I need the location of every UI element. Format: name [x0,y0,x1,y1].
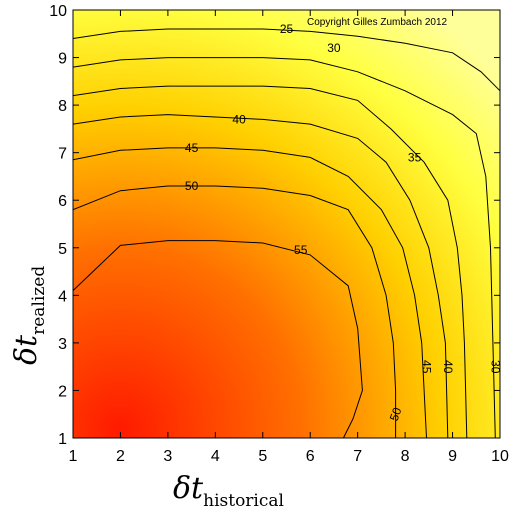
x-axis-title: δthistorical [173,471,284,511]
contour-label-text: 55 [294,243,308,257]
contour-label-30: 30 [327,41,341,55]
contour-label-35: 35 [408,150,422,164]
x-tick-label: 5 [258,448,267,465]
y-tick-label: 7 [58,146,67,163]
x-axis-subscript: historical [203,491,284,511]
contour-40 [73,114,449,438]
contour-label-40: 40 [441,360,455,374]
contour-label-text: 45 [420,360,434,374]
contour-label-45: 45 [185,141,199,155]
y-axis-label: δt [9,334,44,365]
x-tick-label: 4 [211,448,220,465]
contour-30 [73,57,496,438]
heatmap-surface [73,10,500,438]
x-tick-label: 2 [116,448,125,465]
y-tick-label: 1 [58,431,67,448]
contour-50 [73,185,397,438]
contour-25 [73,28,500,92]
contour-45 [73,147,427,438]
contour-label-text: 30 [327,41,341,55]
y-tick-label: 4 [58,288,67,305]
y-tick-label: 5 [58,241,67,258]
x-axis-label: δt [173,471,204,506]
contour-label-text: 30 [488,360,502,374]
plot-frame [72,9,501,439]
contour-label-text: 25 [280,22,294,36]
x-tick-label: 9 [448,448,457,465]
contour-label-50: 50 [387,405,405,423]
contour-label-50: 50 [185,179,199,193]
y-tick-label: 3 [58,336,67,353]
contour-label-text: 50 [185,179,199,193]
x-tick-label: 10 [491,448,509,465]
x-tick-label: 3 [163,448,172,465]
contour-label-30: 30 [488,360,502,374]
contour-label-40: 40 [232,112,246,126]
contour-55 [73,240,363,438]
contour-labels: 25 30 35 40 45 50 55 50 45 40 30 [185,22,502,423]
x-tick-label: 6 [306,448,315,465]
y-tick-label: 8 [58,98,67,115]
x-tick-label: 1 [69,448,78,465]
y-tick-label: 6 [58,193,67,210]
y-tick-label: 9 [58,51,67,68]
contour-label-text: 40 [232,112,246,126]
contour-label-45: 45 [420,360,434,374]
y-axis-subscript: realized [29,266,49,335]
x-tick-label: 8 [401,448,410,465]
contour-label-55: 55 [294,243,308,257]
y-tick-label: 2 [58,383,67,400]
svg-text:δthistorical: δthistorical [173,471,284,511]
y-axis-title: δtrealized [9,266,49,365]
copyright-text: Copyright Gilles Zumbach 2012 [307,17,448,28]
contour-label-25: 25 [280,22,294,36]
contour-label-text: 40 [441,360,455,374]
contour-lines [73,28,500,438]
contour-label-text: 45 [185,141,199,155]
y-tick-label: 10 [49,3,67,20]
contour-label-text: 35 [408,150,422,164]
contour-35 [73,85,468,438]
svg-text:δtrealized: δtrealized [9,266,49,365]
contour-label-text: 50 [387,405,405,423]
x-tick-label: 7 [353,448,362,465]
